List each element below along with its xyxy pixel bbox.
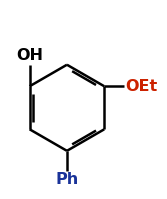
Text: OH: OH (16, 48, 43, 63)
Text: Ph: Ph (55, 172, 78, 187)
Text: OEt: OEt (125, 79, 157, 94)
